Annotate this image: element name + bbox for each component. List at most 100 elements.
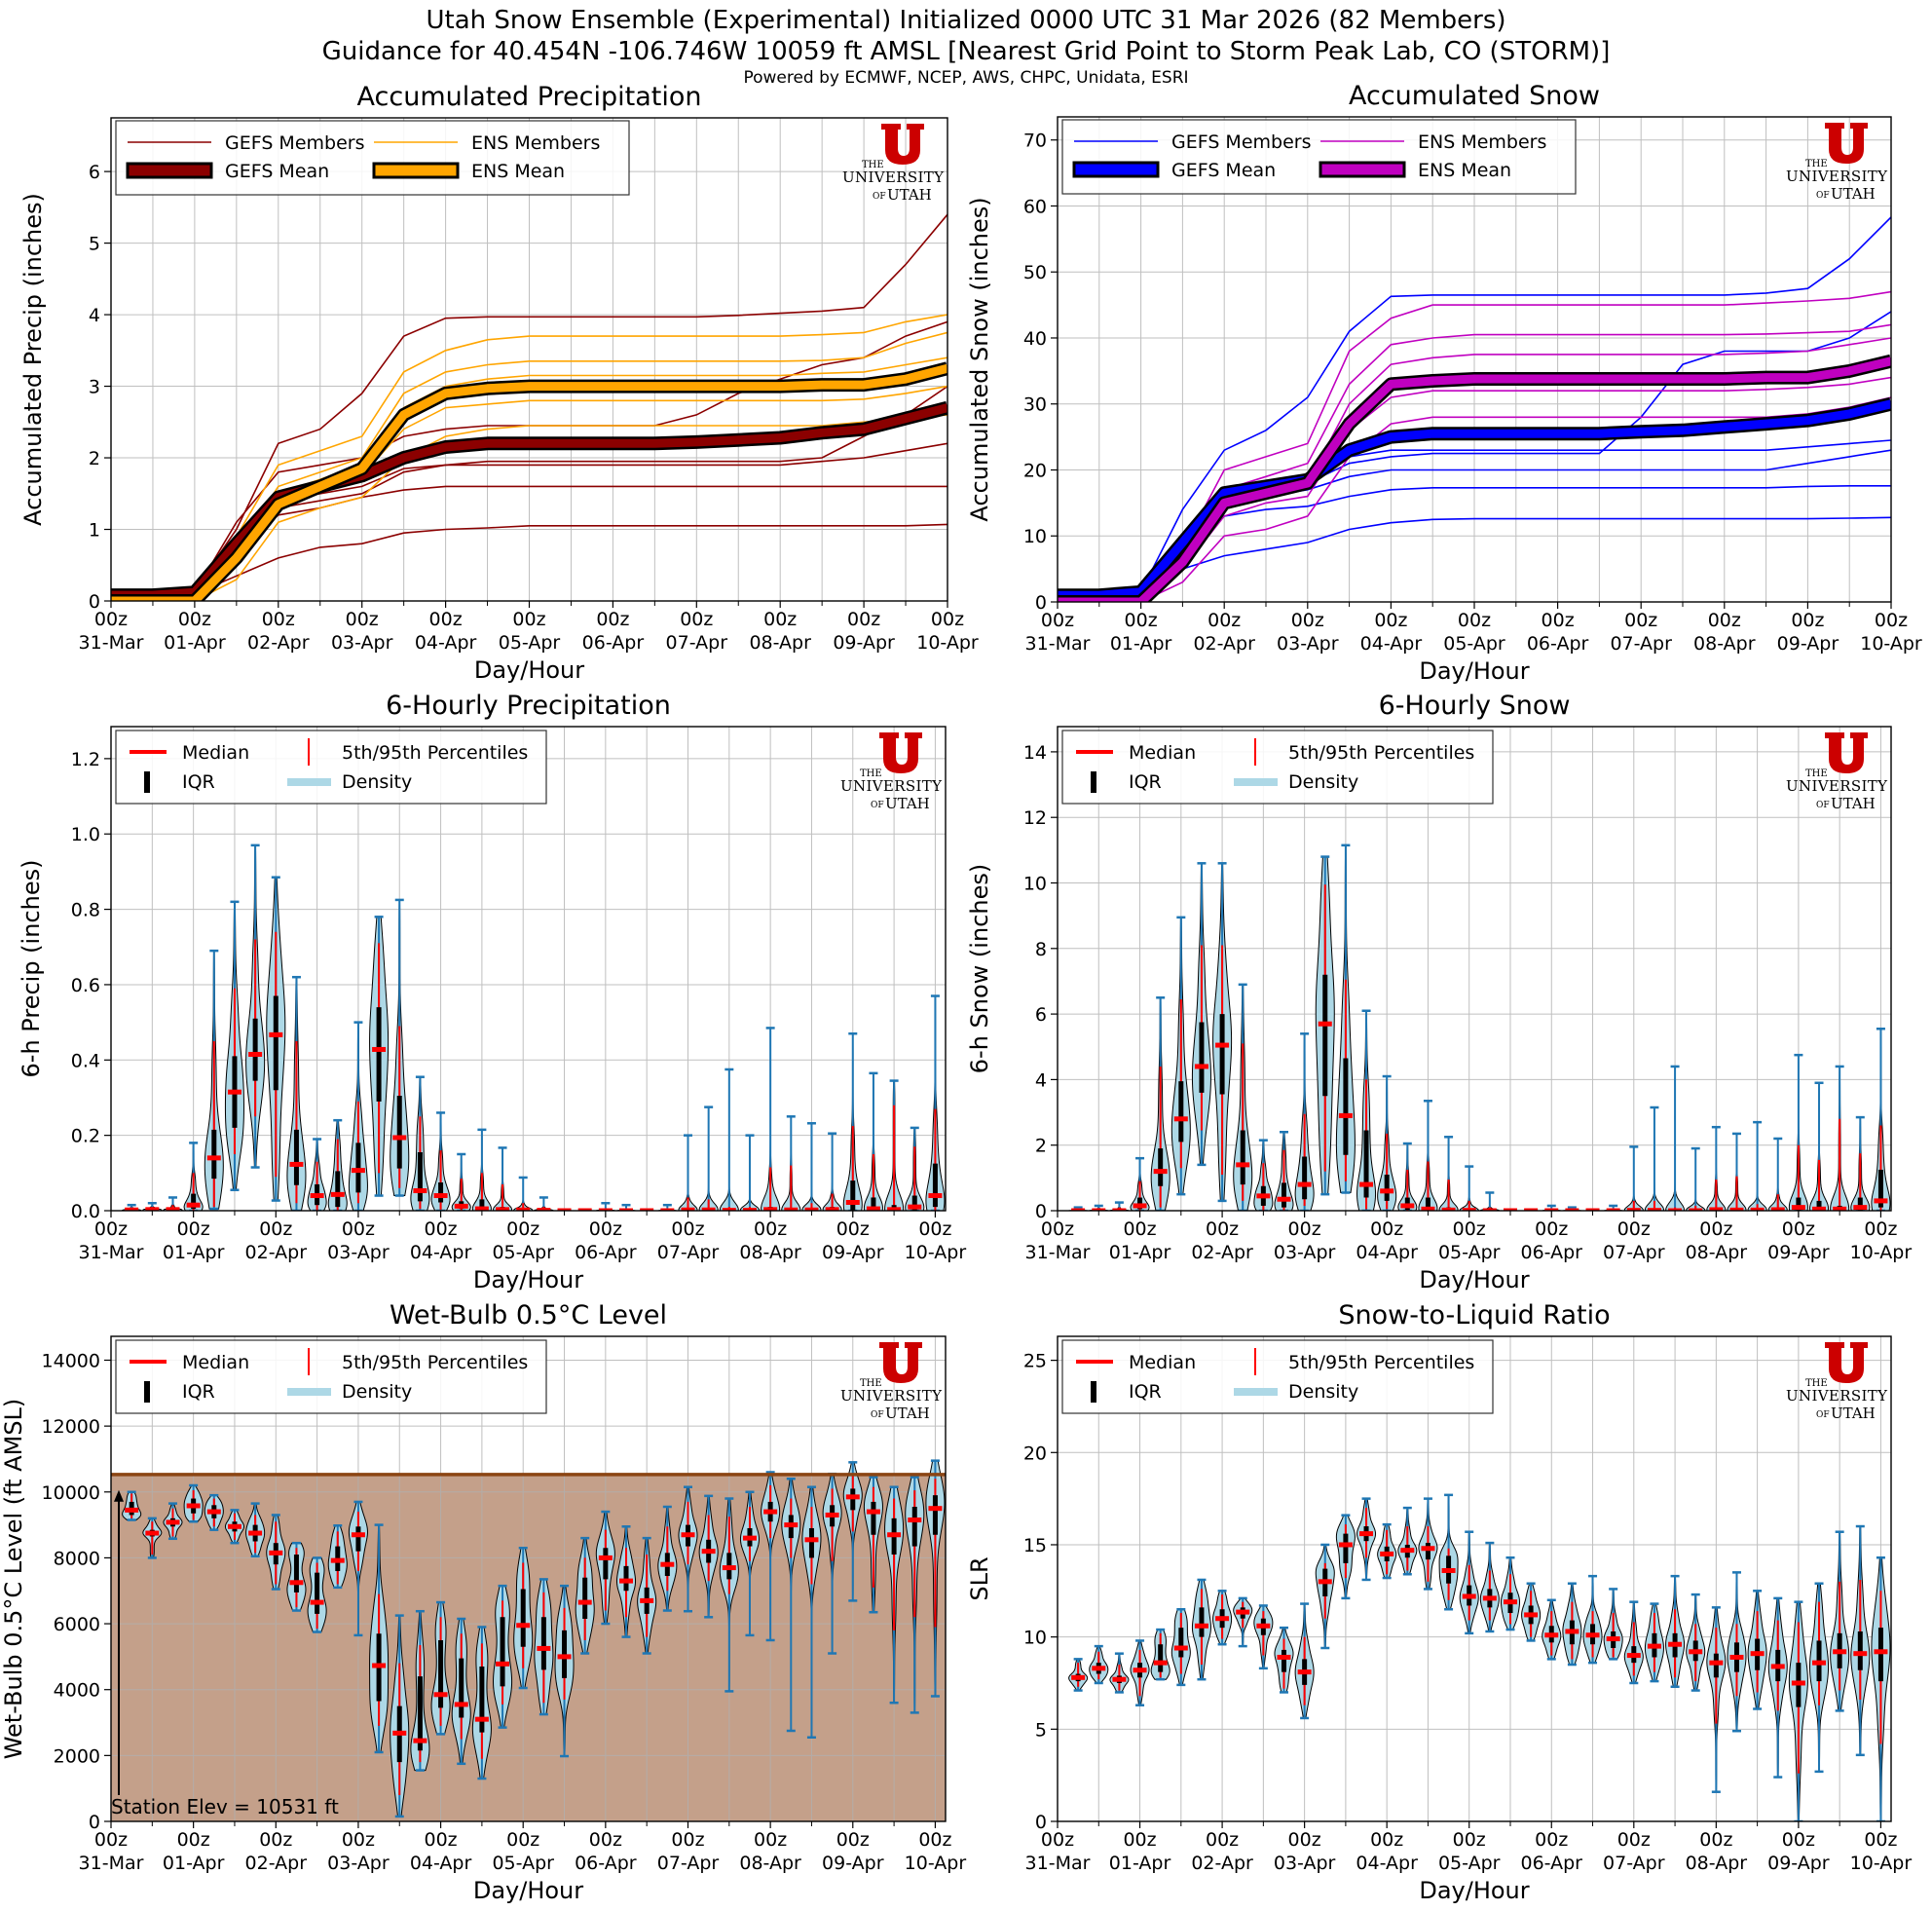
y-tick-label: 20 xyxy=(1023,1443,1047,1464)
x-tick-label-date: 04-Apr xyxy=(415,632,477,654)
violin-16 xyxy=(451,1617,471,1766)
violin-median xyxy=(1421,1546,1435,1552)
violin-median xyxy=(1277,1196,1291,1202)
violin-median xyxy=(1462,1593,1476,1599)
violin-9 xyxy=(1253,1604,1274,1670)
violin-median xyxy=(1647,1208,1661,1211)
y-tick-label: 50 xyxy=(1023,262,1047,283)
x-tick-label-hour: 00z xyxy=(1864,1829,1897,1851)
violin-20 xyxy=(1479,1541,1500,1633)
violin-median xyxy=(1874,1198,1888,1204)
violin-9 xyxy=(1253,1139,1274,1211)
y-axis-label: SLR xyxy=(966,1556,993,1600)
x-tick-label-hour: 00z xyxy=(1782,1829,1815,1851)
violin-23 xyxy=(1542,1598,1562,1661)
violin-median xyxy=(372,1663,387,1668)
y-tick-label: 4 xyxy=(1035,1069,1047,1091)
violin-8 xyxy=(286,1541,307,1612)
violin-38 xyxy=(1850,1115,1871,1211)
logo-text-university: UNIVERSITY xyxy=(840,777,943,795)
violin-median xyxy=(1606,1208,1620,1211)
legend-box xyxy=(1061,730,1494,805)
violin-32 xyxy=(1727,1132,1747,1211)
y-tick-label: 3 xyxy=(89,377,100,398)
x-tick-label-date: 09-Apr xyxy=(1767,1853,1830,1874)
x-tick-label-hour: 00z xyxy=(754,1218,787,1240)
legend-label-median: Median xyxy=(182,1352,249,1373)
violin-39 xyxy=(925,994,946,1211)
legend-swatch-iqr xyxy=(144,771,150,793)
logo-text-of: OF xyxy=(1816,801,1830,810)
violin-31 xyxy=(761,1471,781,1642)
x-tick-label-hour: 00z xyxy=(1699,1829,1732,1851)
x-tick-label-hour: 00z xyxy=(1370,1218,1403,1240)
violin-4 xyxy=(1150,1628,1170,1681)
violin-median xyxy=(1441,1207,1456,1211)
data-layer xyxy=(122,1459,946,1818)
violin-median xyxy=(722,1208,736,1211)
x-tick-label-hour: 00z xyxy=(1535,1218,1568,1240)
logo-text-the: THE xyxy=(860,768,882,779)
violin-10 xyxy=(327,1118,348,1211)
x-tick-label-date: 09-Apr xyxy=(833,632,895,654)
logo-text-of: OF xyxy=(1816,191,1830,201)
y-tick-label: 0.2 xyxy=(71,1126,100,1147)
x-tick-label-hour: 00z xyxy=(589,1218,622,1240)
x-tick-label-date: 31-Mar xyxy=(1025,1853,1091,1874)
x-axis-label: Day/Hour xyxy=(473,1266,583,1293)
violin-median xyxy=(516,1623,531,1629)
y-tick-label: 4000 xyxy=(54,1680,100,1702)
violin-median xyxy=(206,1509,221,1515)
legend-label-iqr: IQR xyxy=(182,771,215,793)
violin-10 xyxy=(1274,1626,1294,1694)
violin-18 xyxy=(1438,1493,1459,1611)
axes-frame xyxy=(1057,726,1892,1212)
violin-8 xyxy=(286,975,307,1211)
legend-label-gefs-mean: GEFS Mean xyxy=(225,161,329,182)
x-tick-label-date: 03-Apr xyxy=(327,1242,390,1263)
violin-11 xyxy=(348,1500,368,1637)
logo-text-of: OF xyxy=(871,801,884,810)
violin-median xyxy=(289,1580,304,1586)
violin-median xyxy=(557,1208,572,1211)
violin-33 xyxy=(1747,1590,1767,1710)
violin-2 xyxy=(1109,1652,1130,1694)
legend-swatch-iqr xyxy=(144,1381,150,1403)
y-tick-label: 1.2 xyxy=(71,749,100,770)
violin-median xyxy=(248,1051,263,1057)
member-line-ens-members xyxy=(1058,396,1891,602)
violin-median xyxy=(145,1530,160,1536)
x-tick-label-hour: 00z xyxy=(1041,610,1074,631)
violin-median xyxy=(537,1208,551,1211)
station-arrow-head xyxy=(114,1489,124,1502)
legend: Median 5th/95th Percentiles IQR Density xyxy=(115,1339,547,1414)
x-tick-label-hour: 00z xyxy=(94,1829,128,1851)
x-tick-label-date: 05-Apr xyxy=(492,1242,554,1263)
x-tick-label-hour: 00z xyxy=(259,1218,292,1240)
legend: Median 5th/95th Percentiles IQR Density xyxy=(1061,730,1494,805)
legend-label-percentiles: 5th/95th Percentiles xyxy=(342,1352,528,1373)
y-tick-label: 0 xyxy=(89,1812,100,1833)
legend-label-gefs-members: GEFS Members xyxy=(1171,131,1311,153)
x-tick-label-hour: 00z xyxy=(506,1829,539,1851)
violin-median xyxy=(701,1549,716,1555)
violin-3 xyxy=(183,1483,204,1523)
violin-median xyxy=(722,1565,736,1571)
x-axis-label: Day/Hour xyxy=(1419,657,1529,685)
member-line-gefs-members xyxy=(1058,516,1891,597)
x-tick-label-hour: 00z xyxy=(1374,610,1407,631)
violin-median xyxy=(1133,1667,1147,1673)
x-tick-label-date: 09-Apr xyxy=(1777,633,1839,655)
x-tick-label-hour: 00z xyxy=(1288,1218,1321,1240)
legend-label-ens-members: ENS Members xyxy=(471,132,600,154)
x-tick-label-date: 06-Apr xyxy=(1521,1242,1583,1263)
member-line-gefs-members xyxy=(111,523,947,596)
violin-median xyxy=(1626,1208,1641,1211)
violin-21 xyxy=(1500,1555,1521,1631)
x-tick-label-hour: 00z xyxy=(1617,1829,1651,1851)
x-tick-label-hour: 00z xyxy=(1708,610,1741,631)
violin-median xyxy=(640,1208,654,1211)
violin-median xyxy=(1441,1567,1456,1573)
legend-label-gefs-mean: GEFS Mean xyxy=(1171,160,1276,181)
